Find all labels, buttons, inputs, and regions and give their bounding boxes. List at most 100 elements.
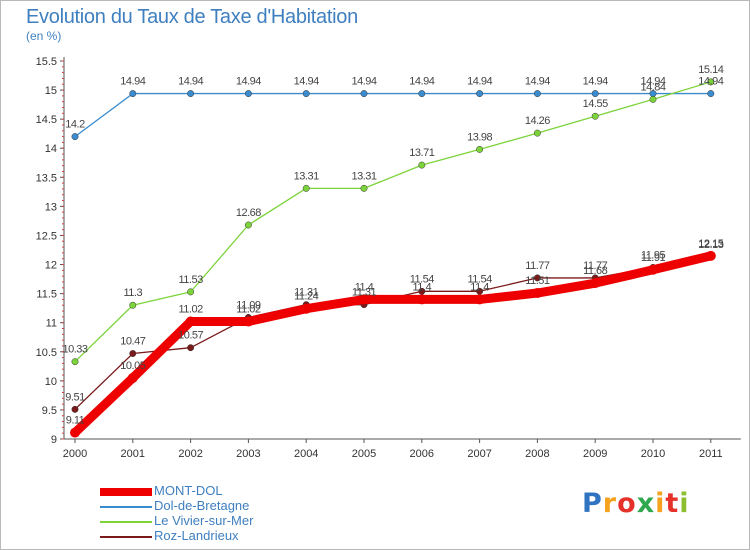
logo-letter: P: [582, 488, 603, 519]
y-tick-label: 10: [45, 376, 57, 388]
data-point-mont-dol: [359, 294, 369, 305]
legend-label-le-vivier-sur-mer: Le Vivier-sur-Mer: [154, 513, 254, 528]
x-tick-label: 2008: [525, 448, 549, 460]
data-label-le-vivier-sur-mer: 10.33: [62, 344, 87, 356]
x-tick-label: 2006: [410, 448, 434, 460]
data-label-dol-de-bretagne: 14.94: [120, 76, 145, 88]
y-tick-label: 11: [46, 318, 57, 330]
chart-axes: 9 9.5 10 10.5 11 11.5 12 12.5 13 13.5 14 14.5 15 15.5…: [36, 56, 741, 460]
data-point-le-vivier-sur-mer: [418, 161, 426, 169]
data-point-dol-de-bretagne: [360, 90, 368, 98]
data-point-le-vivier-sur-mer: [187, 288, 195, 296]
data-point-mont-dol: [532, 288, 543, 299]
data-label-roz-landrieux: 11.31: [352, 287, 377, 299]
legend-swatch-mont-dol: [100, 488, 152, 496]
y-tick-label: 14.5: [36, 114, 57, 126]
data-label-le-vivier-sur-mer: 13.98: [467, 131, 492, 143]
data-point-le-vivier-sur-mer: [533, 129, 541, 137]
logo-letter: i: [679, 488, 690, 519]
data-point-dol-de-bretagne: [707, 90, 715, 98]
logo-letter: o: [617, 488, 637, 519]
series-line-mont-dol: [70, 251, 716, 438]
data-label-dol-de-bretagne: 14.94: [640, 76, 665, 88]
legend-label-mont-dol: MONT-DOL: [154, 483, 223, 498]
data-label-roz-landrieux: 10.47: [120, 336, 145, 348]
y-tick-label: 11.5: [36, 289, 57, 301]
x-tick-label: 2003: [236, 448, 260, 460]
logo-letter: x: [636, 488, 656, 519]
data-point-le-vivier-sur-mer: [244, 221, 252, 229]
legend-label-roz-landrieux: Roz-Landrieux: [154, 528, 239, 543]
data-label-le-vivier-sur-mer: 14.84: [640, 81, 665, 93]
data-label-dol-de-bretagne: 14.94: [698, 76, 723, 88]
data-label-le-vivier-sur-mer: 15.14: [698, 64, 723, 76]
x-tick-label: 2010: [641, 448, 665, 460]
y-tick-label: 15: [45, 85, 57, 97]
data-label-dol-de-bretagne: 14.94: [236, 76, 261, 88]
data-label-roz-landrieux: 12.13: [698, 239, 723, 251]
x-tick-label: 2007: [467, 448, 491, 460]
data-point-mont-dol: [127, 372, 138, 383]
data-label-roz-landrieux: 11.77: [583, 260, 608, 272]
data-label-dol-de-bretagne: 14.94: [409, 76, 434, 88]
data-label-le-vivier-sur-mer: 13.31: [294, 170, 319, 182]
data-label-dol-de-bretagne: 14.2: [65, 119, 85, 131]
y-tick-label: 12: [45, 260, 57, 272]
data-label-mont-dol: 11.02: [178, 304, 203, 316]
data-label-le-vivier-sur-mer: 14.55: [583, 98, 608, 110]
data-point-mont-dol: [705, 250, 716, 261]
data-label-le-vivier-sur-mer: 14.26: [525, 115, 550, 127]
y-tick-label: 13.5: [36, 172, 57, 184]
data-label-mont-dol: 11.4: [413, 281, 432, 293]
legend-swatch-dol-de-bretagne: [100, 506, 152, 508]
proxiti-logo: Proxiti: [582, 488, 690, 519]
data-point-le-vivier-sur-mer: [649, 95, 657, 103]
data-point-mont-dol: [474, 294, 485, 305]
data-point-mont-dol: [185, 316, 196, 327]
y-tick-label: 15.5: [36, 56, 57, 68]
data-label-dol-de-bretagne: 14.94: [178, 76, 203, 88]
data-label-roz-landrieux: 11.09: [236, 299, 261, 311]
logo-letter: i: [655, 488, 666, 519]
data-point-mont-dol: [416, 294, 427, 305]
y-tick-label: 14: [45, 143, 57, 155]
legend-swatch-roz-landrieux: [100, 536, 152, 538]
data-point-roz-landrieux: [533, 274, 541, 282]
y-tick-label: 9.5: [42, 405, 57, 417]
y-tick-label: 9: [51, 434, 57, 446]
series-line-dol-de-bretagne: [74, 92, 712, 138]
data-point-dol-de-bretagne: [302, 90, 310, 98]
data-point-mont-dol: [590, 278, 601, 289]
data-point-le-vivier-sur-mer: [71, 358, 79, 366]
data-label-mont-dol: 9.11: [66, 415, 85, 427]
data-label-dol-de-bretagne: 14.94: [351, 76, 376, 88]
data-label-roz-landrieux: 11.77: [525, 260, 550, 272]
series-line-le-vivier-sur-mer: [74, 81, 712, 363]
data-label-mont-dol: 11.68: [583, 265, 608, 277]
data-point-dol-de-bretagne: [187, 90, 195, 98]
data-label-dol-de-bretagne: 14.94: [583, 76, 608, 88]
data-point-le-vivier-sur-mer: [360, 184, 368, 192]
data-point-le-vivier-sur-mer: [302, 184, 310, 192]
data-label-roz-landrieux: 10.57: [178, 330, 203, 342]
data-label-roz-landrieux: 9.51: [65, 391, 85, 403]
data-label-mont-dol: 12.15: [698, 238, 723, 250]
data-label-mont-dol: 11.4: [355, 281, 374, 293]
data-label-le-vivier-sur-mer: 13.31: [351, 170, 376, 182]
legend-label-dol-de-bretagne: Dol-de-Bretagne: [154, 498, 250, 513]
chart-series: [70, 78, 716, 438]
data-point-roz-landrieux: [187, 344, 195, 352]
data-label-mont-dol: 11.4: [470, 281, 489, 293]
data-point-dol-de-bretagne: [591, 90, 599, 98]
data-label-mont-dol: 11.02: [236, 304, 261, 316]
x-tick-label: 2002: [178, 448, 202, 460]
data-label-roz-landrieux: 11.95: [641, 249, 666, 261]
data-label-roz-landrieux: 11.54: [467, 273, 492, 285]
data-point-dol-de-bretagne: [244, 90, 252, 98]
x-tick-label: 2011: [699, 448, 723, 460]
data-label-roz-landrieux: 11.31: [294, 287, 319, 299]
logo-letter: t: [665, 488, 680, 519]
data-label-le-vivier-sur-mer: 11.53: [178, 274, 203, 286]
